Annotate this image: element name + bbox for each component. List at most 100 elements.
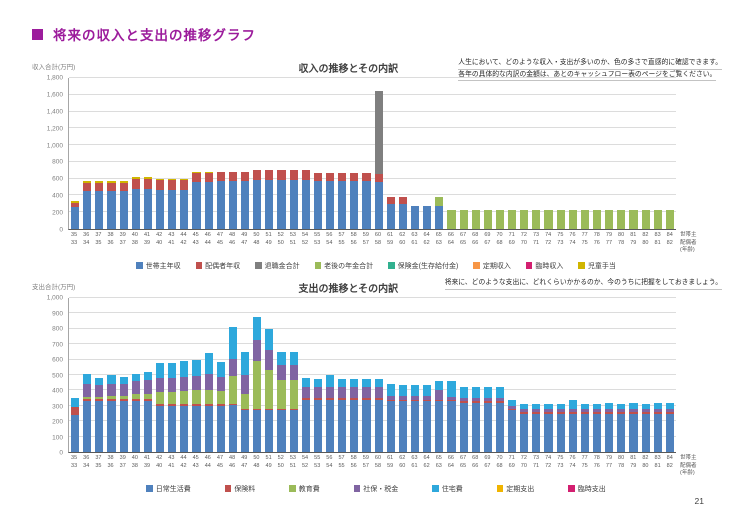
x-tick-label: 38 36 xyxy=(107,455,114,469)
legend-item: 日常生活費 xyxy=(146,484,191,494)
bar-segment xyxy=(532,413,541,452)
y-tick-label: 800 xyxy=(52,158,63,166)
bar-age-49 xyxy=(239,298,251,452)
bar-segment xyxy=(168,378,177,392)
bar-segment xyxy=(265,350,274,371)
bar-segment xyxy=(204,181,213,229)
gridline xyxy=(69,110,676,112)
gridline xyxy=(69,77,676,78)
x-tick-label: 41 39 xyxy=(143,232,151,246)
bar-segment xyxy=(508,399,517,406)
x-tick-label: 61 59 xyxy=(387,455,394,469)
bar-segment xyxy=(131,394,140,399)
legend-item: 世帯主年収 xyxy=(136,261,181,271)
bar-segment xyxy=(374,182,383,229)
bar-segment xyxy=(338,172,347,182)
bar-segment xyxy=(580,408,590,412)
bar-age-82 xyxy=(640,78,652,229)
bar-age-48 xyxy=(227,298,239,452)
x-tick-label: 58 56 xyxy=(350,455,357,469)
x-tick-label: 64 62 xyxy=(423,232,430,246)
bar-segment xyxy=(447,401,456,452)
bar-segment xyxy=(362,378,371,388)
gridline xyxy=(69,374,676,375)
bar-segment xyxy=(71,398,80,408)
y-tick-label: 800 xyxy=(52,325,63,333)
bar-segment xyxy=(313,181,322,229)
bar-age-50 xyxy=(251,78,263,229)
bar-segment xyxy=(556,408,565,412)
bar-segment xyxy=(386,203,395,229)
bar-segment xyxy=(131,401,140,452)
legend-swatch-icon xyxy=(195,262,203,269)
legend-swatch-icon xyxy=(136,262,143,269)
bar-segment xyxy=(228,358,237,376)
gridline xyxy=(69,435,676,437)
bar-age-37 xyxy=(93,78,105,229)
x-tick-label: 47 45 xyxy=(216,232,224,246)
bar-segment xyxy=(180,361,189,377)
bar-segment xyxy=(447,396,456,400)
bar-segment xyxy=(520,413,529,452)
gridline xyxy=(69,177,676,179)
bar-age-63 xyxy=(409,78,421,229)
bar-segment xyxy=(605,209,614,229)
x-tick-label: 81 79 xyxy=(630,455,637,469)
bar-segment xyxy=(277,351,286,366)
bar-segment xyxy=(459,209,468,229)
bar-segment xyxy=(192,182,201,229)
x-tick-label: 79 77 xyxy=(605,455,613,469)
bar-segment xyxy=(289,179,298,229)
bar-age-82 xyxy=(640,298,652,452)
bar-segment xyxy=(580,413,590,452)
bar-segment xyxy=(483,209,492,229)
x-tick-label: 54 52 xyxy=(301,232,309,246)
bar-segment xyxy=(580,403,590,409)
bar-segment xyxy=(83,398,92,402)
legend-item: 定期収入 xyxy=(473,261,511,271)
x-tick-label: 83 81 xyxy=(654,455,661,469)
bar-age-72 xyxy=(518,298,530,452)
bar-segment xyxy=(374,173,383,183)
bar-segment xyxy=(520,209,529,229)
bar-segment xyxy=(423,401,432,452)
bar-segment xyxy=(508,209,517,229)
gridline xyxy=(69,127,676,129)
bar-segment xyxy=(362,181,371,229)
bar-segment xyxy=(313,387,322,399)
gridline xyxy=(69,144,676,146)
gridline xyxy=(69,93,676,95)
bar-age-57 xyxy=(336,78,348,229)
bar-segment xyxy=(216,391,225,405)
bar-age-45 xyxy=(190,78,202,229)
legend-label: 世帯主年収 xyxy=(145,262,181,270)
bars xyxy=(69,298,676,452)
bar-age-60 xyxy=(373,78,385,229)
bar-segment xyxy=(180,405,189,452)
x-tick-label: 50 48 xyxy=(253,232,260,246)
expense-chart: 0 100 200 300 400 500 600 700 800 900 1,000 35 33 36 3… xyxy=(30,295,722,494)
legend-item: 児童手当 xyxy=(578,261,616,271)
bar-segment xyxy=(95,401,104,452)
gridline xyxy=(69,420,676,422)
bar-segment xyxy=(374,387,383,399)
x-tick-label: 83 81 xyxy=(654,232,661,246)
legend-swatch-icon xyxy=(388,262,395,269)
bar-segment xyxy=(83,182,92,192)
bar-segment xyxy=(605,408,614,412)
expense-y-axis-title: 支出合計(万円) xyxy=(32,284,76,291)
bar-segment xyxy=(204,171,213,173)
x-tick-label: 71 69 xyxy=(508,455,515,469)
gridline xyxy=(69,312,676,314)
gridline xyxy=(69,404,676,406)
bar-age-81 xyxy=(627,298,639,452)
x-tick-label: 43 41 xyxy=(168,232,175,246)
bar-age-56 xyxy=(324,298,336,452)
income-chart: 0 200 400 600 800 1,000 1,200 1,400 1,600 1,800 35… xyxy=(30,75,722,271)
bar-segment xyxy=(629,209,638,229)
bar-segment xyxy=(192,172,201,174)
x-tick-label: 78 76 xyxy=(593,455,600,469)
income-y-axis-title: 収入合計(万円) xyxy=(32,64,76,71)
legend-swatch-icon xyxy=(314,262,322,269)
bar-segment xyxy=(131,398,140,402)
